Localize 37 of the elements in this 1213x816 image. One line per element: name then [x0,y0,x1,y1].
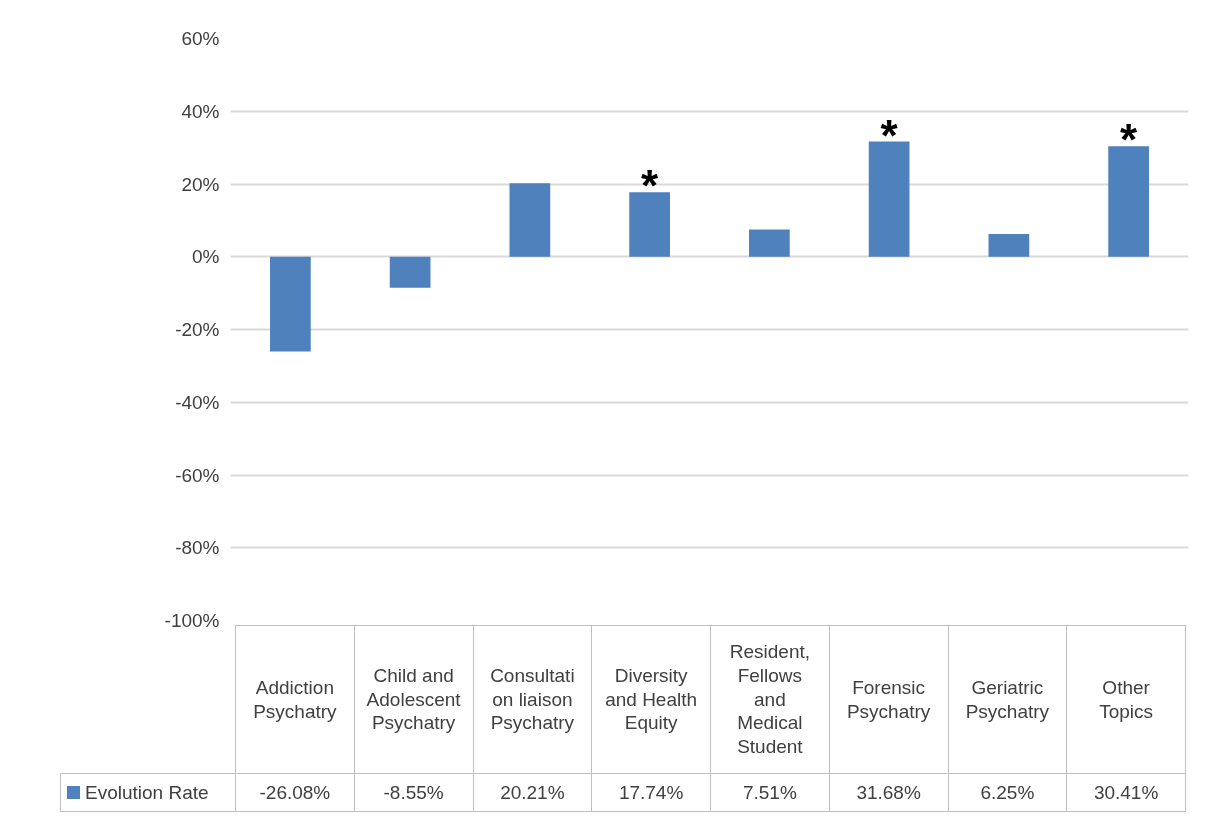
data-label: -26.08% [235,773,355,812]
x-tick-label: Consultation liaison Psychatry [473,625,592,774]
bar [749,229,790,257]
x-tick-label: Forensic Psychatry [829,625,948,774]
x-tick-label: Other Topics [1066,625,1186,774]
y-tick-label: -60% [175,464,220,486]
data-label: 20.21% [473,773,592,812]
data-label: 31.68% [829,773,948,812]
data-label: -8.55% [354,773,473,812]
x-tick-label: Geriatric Psychatry [948,625,1067,774]
x-tick-label: Diversity and Health Equity [591,625,711,774]
x-tick-label: Child and Adolescent Psychatry [354,625,473,774]
bar [629,192,670,257]
y-tick-label: -20% [175,319,220,340]
x-tick-label: Resident, Fellows and Medical Student [710,625,830,774]
y-tick-label: 60% [181,28,220,49]
bar [509,183,551,257]
data-label: 17.74% [591,773,711,812]
data-label: 6.25% [948,773,1067,812]
data-label: 30.41% [1066,773,1186,812]
y-tick-label: -40% [175,391,220,413]
bar [1108,146,1149,257]
annotation: * [1120,115,1139,165]
y-tick-label: -100% [164,610,220,631]
bar [988,234,1030,257]
y-tick-label: 40% [181,100,220,122]
bar [389,256,431,288]
legend-label: Evolution Rate [60,773,236,812]
y-tick-label: 20% [181,173,220,195]
annotation: * [880,110,899,160]
y-tick-label: 0% [192,246,220,268]
x-tick-label: Addiction Psychatry [235,625,355,774]
data-label: 7.51% [710,773,830,812]
bar [868,141,910,257]
y-tick-label: -80% [175,537,220,559]
bar [270,256,311,352]
annotation: * [641,161,660,211]
